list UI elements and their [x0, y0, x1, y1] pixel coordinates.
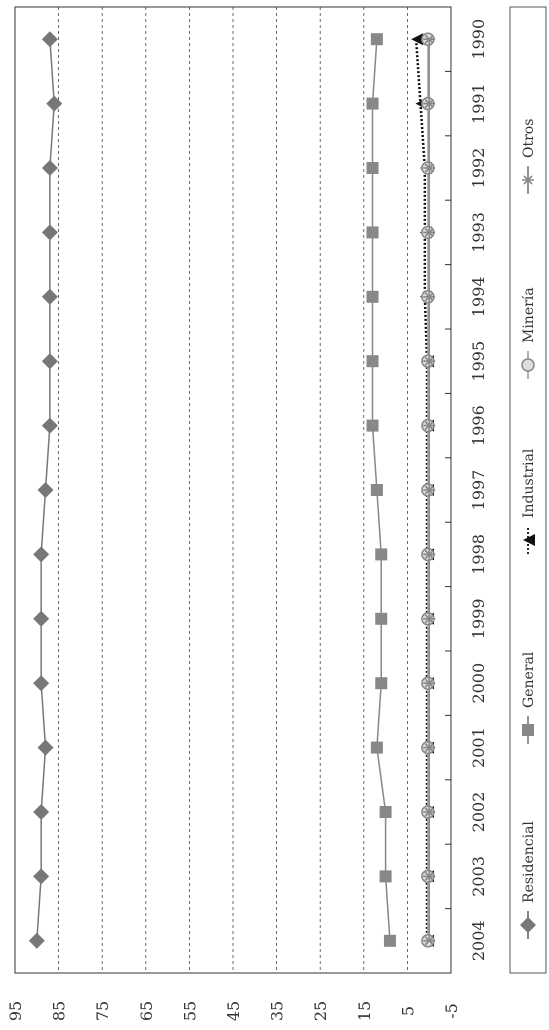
residencial-point — [33, 804, 50, 820]
residencial-point — [41, 31, 58, 48]
otros-point — [423, 356, 436, 366]
residencial-point — [41, 160, 58, 176]
otros-point — [423, 485, 436, 495]
general-point — [375, 677, 388, 690]
legend-item-residencial: Residencial — [520, 821, 537, 939]
general-point — [375, 612, 388, 625]
general-point — [366, 419, 379, 432]
legend-marker — [522, 724, 534, 736]
series-layer — [28, 31, 436, 949]
residencial-point — [28, 932, 45, 949]
x-tick-label: 2000 — [469, 663, 488, 704]
general-point — [375, 548, 388, 561]
legend-label: Minería — [521, 287, 537, 343]
residencial-point — [37, 739, 54, 756]
legend-item-general: General — [521, 651, 537, 744]
legend-item-industrial: Industrial — [521, 448, 537, 554]
x-tick-label: 2001 — [469, 727, 488, 768]
residencial-point — [46, 95, 63, 112]
otros-point — [423, 871, 436, 881]
axis-ticks — [445, 6, 451, 974]
general-point — [383, 934, 396, 947]
residencial-point — [41, 288, 58, 305]
legend-marker — [521, 358, 535, 372]
otros-point — [423, 743, 436, 753]
y-tick-label: 75 — [93, 1001, 112, 1021]
otros-point — [423, 227, 436, 237]
x-tick-label: 1990 — [469, 19, 488, 60]
x-tick-label: 1999 — [469, 598, 488, 639]
x-tick-label: 1997 — [469, 470, 488, 511]
x-tick-label: 1998 — [469, 534, 488, 575]
legend-item-mineria: Minería — [521, 287, 537, 379]
legend: Residencial General Industrial Minería Otros — [520, 119, 537, 939]
y-tick-label: 25 — [311, 1001, 330, 1021]
general-point — [366, 355, 379, 368]
series-otros — [423, 34, 436, 946]
otros-point — [423, 936, 436, 946]
x-tick-label: 2003 — [469, 856, 488, 897]
legend-label: Residencial — [521, 821, 537, 903]
general-point — [370, 33, 383, 46]
x-tick-label: 1996 — [469, 405, 488, 446]
y-tick-label: 45 — [224, 1001, 243, 1021]
y-tick-label: 65 — [137, 1001, 156, 1021]
legend-item-otros: Otros — [521, 119, 537, 194]
industrial-point — [411, 33, 424, 46]
otros-point — [423, 807, 436, 817]
general-point — [379, 806, 392, 818]
general-point — [366, 290, 379, 303]
y-tick-label: -5 — [442, 1003, 461, 1019]
legend-label: Otros — [521, 119, 537, 158]
x-tick-labels: 1990 1991 1992 1993 1994 1995 1996 1997 1998 1999… — [469, 19, 488, 961]
otros-point — [423, 292, 436, 302]
y-tick-label: 5 — [398, 1006, 417, 1016]
x-tick-label: 1992 — [469, 148, 488, 189]
residencial-point — [33, 610, 50, 627]
general-point — [379, 870, 392, 883]
legend-label: General — [521, 651, 537, 708]
otros-point — [423, 614, 436, 624]
residencial-point — [33, 675, 50, 692]
general-point — [370, 741, 383, 754]
x-tick-label: 1993 — [469, 212, 488, 253]
residencial-point — [37, 482, 54, 498]
x-tick-label: 1991 — [469, 83, 488, 124]
gridlines — [58, 7, 408, 973]
residencial-point — [33, 868, 50, 885]
residencial-point — [41, 224, 58, 241]
otros-point — [423, 549, 436, 559]
y-tick-label: 85 — [50, 1001, 69, 1021]
residencial-point — [33, 546, 50, 563]
y-tick-label: 15 — [355, 1001, 374, 1021]
y-tick-label: 55 — [180, 1001, 199, 1021]
general-point — [366, 97, 379, 110]
x-tick-label: 1994 — [469, 276, 488, 317]
otros-point — [423, 678, 436, 688]
otros-point — [423, 34, 436, 44]
legend-label: Industrial — [521, 448, 537, 518]
y-tick-labels: -5 5 15 25 35 45 55 65 75 85 95 — [6, 1001, 461, 1021]
residencial-point — [41, 417, 58, 434]
otros-point — [423, 421, 436, 431]
general-point — [370, 484, 383, 496]
legend-marker — [523, 534, 535, 546]
otros-point — [423, 99, 436, 109]
x-tick-label: 2002 — [469, 792, 488, 833]
residencial-point — [41, 353, 58, 370]
series-general — [366, 33, 396, 947]
x-tick-label: 1995 — [469, 341, 488, 382]
series-residencial — [28, 31, 63, 949]
legend-marker — [520, 917, 536, 933]
general-point — [366, 162, 379, 174]
legend-marker — [522, 175, 534, 185]
general-point — [366, 226, 379, 239]
x-tick-label: 2004 — [469, 920, 488, 961]
y-tick-label: 35 — [268, 1001, 287, 1021]
y-tick-label: 95 — [6, 1001, 25, 1021]
otros-point — [423, 163, 436, 173]
